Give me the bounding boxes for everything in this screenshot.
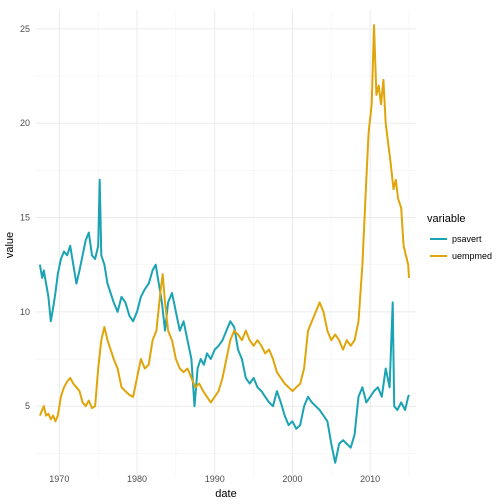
- y-tick-label: 15: [20, 213, 30, 223]
- series-line-psavert: [38, 178, 410, 464]
- y-axis-tick-labels: 5 10 15 20 25: [20, 24, 30, 411]
- y-tick-label: 10: [20, 307, 30, 317]
- series-lines: [38, 24, 410, 464]
- x-tick-label: 1970: [49, 474, 69, 484]
- y-axis-title: value: [4, 232, 16, 258]
- y-tick-label: 5: [25, 401, 30, 411]
- x-tick-label: 1980: [127, 474, 147, 484]
- x-tick-label: 2000: [282, 474, 302, 484]
- legend-title: variable: [427, 213, 466, 225]
- legend-items: psavert uempmed: [430, 234, 492, 261]
- x-axis-tick-labels: 1970 1980 1990 2000 2010: [49, 474, 380, 484]
- major-gridlines: [36, 10, 416, 476]
- legend-label-uempmed: uempmed: [452, 251, 492, 261]
- x-tick-label: 1990: [205, 474, 225, 484]
- y-tick-label: 25: [20, 24, 30, 34]
- x-axis-title: date: [215, 488, 236, 500]
- legend-label-psavert: psavert: [452, 234, 482, 244]
- y-tick-label: 20: [20, 118, 30, 128]
- legend: variable psavert uempmed: [427, 213, 492, 261]
- series-line-uempmed: [38, 24, 410, 423]
- x-tick-label: 2010: [360, 474, 380, 484]
